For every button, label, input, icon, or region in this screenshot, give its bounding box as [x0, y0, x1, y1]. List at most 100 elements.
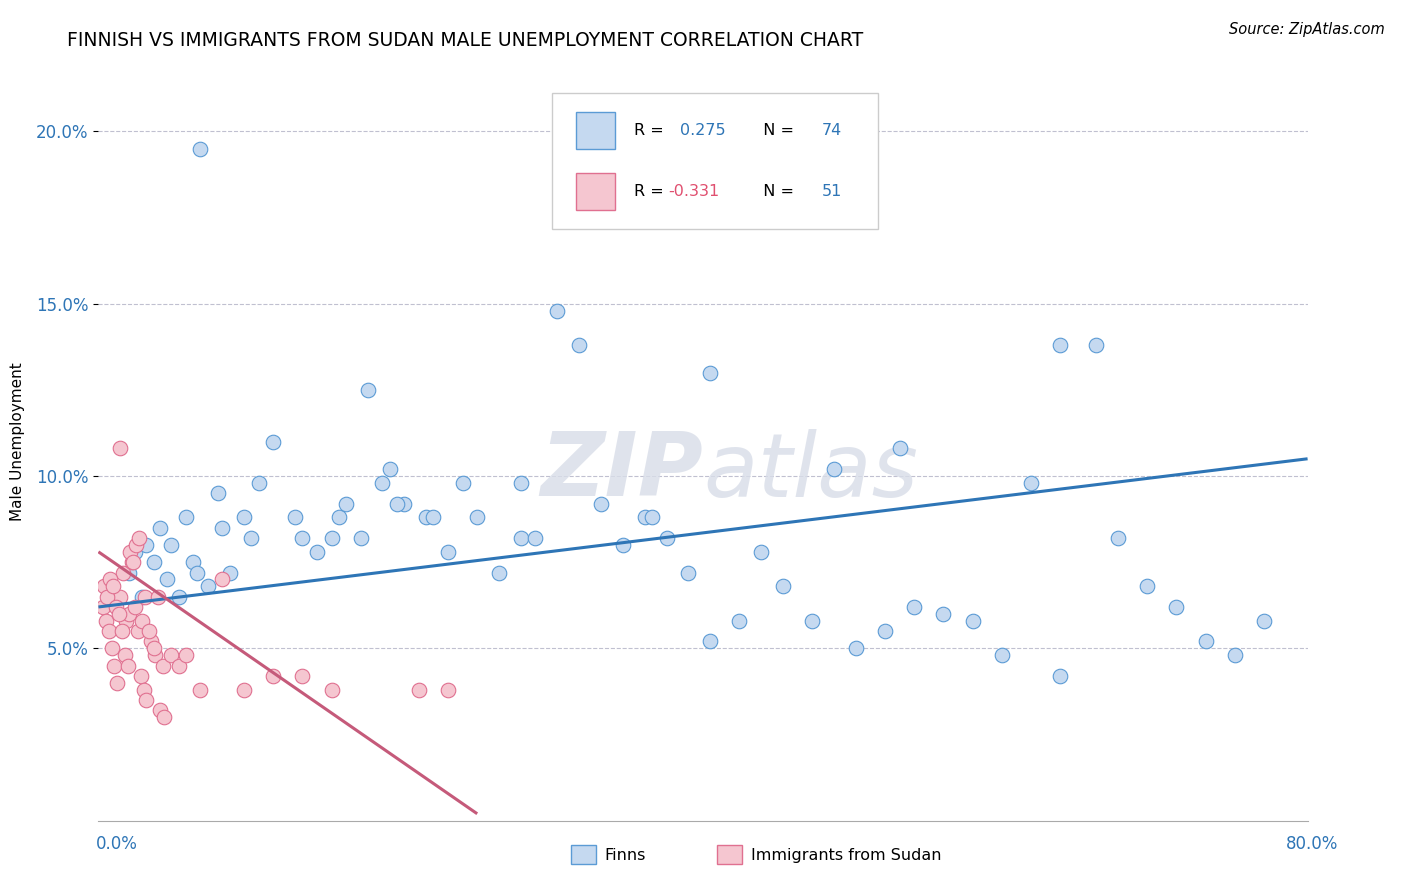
Point — [108, 607, 131, 621]
Point — [875, 624, 897, 639]
Point — [546, 303, 568, 318]
Point — [131, 590, 153, 604]
Point — [634, 510, 657, 524]
Point — [132, 682, 155, 697]
Point — [1049, 669, 1071, 683]
Point — [1049, 338, 1071, 352]
Point — [932, 607, 955, 621]
Point — [509, 531, 531, 545]
Text: 74: 74 — [821, 123, 842, 138]
Point — [98, 573, 121, 587]
Y-axis label: Male Unemployment: Male Unemployment — [10, 362, 25, 521]
Text: 51: 51 — [821, 184, 842, 199]
Point — [112, 566, 135, 580]
Point — [167, 658, 190, 673]
Point — [153, 710, 176, 724]
Point — [321, 531, 343, 545]
Text: atlas: atlas — [703, 429, 918, 515]
Point — [845, 641, 868, 656]
Text: 0.275: 0.275 — [681, 123, 725, 138]
Point — [1223, 648, 1246, 663]
Point — [97, 624, 120, 639]
Text: FINNISH VS IMMIGRANTS FROM SUDAN MALE UNEMPLOYMENT CORRELATION CHART: FINNISH VS IMMIGRANTS FROM SUDAN MALE UN… — [67, 31, 863, 50]
Text: Finns: Finns — [605, 848, 645, 863]
Point — [139, 634, 162, 648]
Point — [240, 531, 263, 545]
Point — [589, 497, 612, 511]
Point — [160, 648, 183, 663]
Point — [408, 682, 430, 697]
Point — [142, 641, 165, 656]
Point — [378, 462, 401, 476]
Point — [94, 614, 117, 628]
Point — [122, 555, 145, 569]
Point — [385, 497, 408, 511]
Point — [197, 579, 219, 593]
Point — [889, 442, 911, 456]
FancyBboxPatch shape — [551, 93, 879, 229]
Point — [124, 545, 146, 559]
Point — [121, 555, 143, 569]
Point — [143, 648, 166, 663]
Point — [328, 510, 350, 524]
Text: Source: ZipAtlas.com: Source: ZipAtlas.com — [1229, 22, 1385, 37]
Point — [422, 510, 444, 524]
Point — [1136, 579, 1159, 593]
Point — [138, 624, 160, 639]
Point — [678, 566, 700, 580]
Point — [103, 658, 125, 673]
Point — [524, 531, 547, 545]
Point — [149, 521, 172, 535]
Point — [152, 658, 174, 673]
Point — [156, 573, 179, 587]
Point — [641, 510, 664, 524]
Point — [437, 545, 460, 559]
Point — [233, 682, 256, 697]
Point — [105, 675, 128, 690]
Text: -0.331: -0.331 — [668, 184, 720, 199]
Point — [101, 579, 124, 593]
FancyBboxPatch shape — [576, 173, 614, 210]
Text: 0.0%: 0.0% — [96, 835, 138, 853]
Point — [110, 442, 132, 456]
Point — [131, 614, 153, 628]
Point — [823, 462, 845, 476]
Point — [394, 497, 416, 511]
Point — [160, 538, 183, 552]
Point — [125, 538, 148, 552]
Point — [451, 475, 474, 490]
Text: N =: N = — [752, 123, 799, 138]
Point — [962, 614, 984, 628]
Point — [120, 545, 142, 559]
Point — [772, 579, 794, 593]
Text: R =: R = — [634, 184, 669, 199]
Point — [110, 590, 132, 604]
Point — [990, 648, 1012, 663]
Point — [350, 531, 373, 545]
Point — [174, 648, 197, 663]
Point — [903, 599, 925, 614]
Point — [465, 510, 488, 524]
Point — [128, 531, 150, 545]
Text: R =: R = — [634, 123, 669, 138]
Point — [1253, 614, 1275, 628]
Point — [1166, 599, 1188, 614]
Point — [91, 599, 114, 614]
Point — [115, 614, 138, 628]
Text: ZIP: ZIP — [540, 428, 703, 516]
Point — [118, 566, 141, 580]
Point — [118, 607, 141, 621]
Point — [114, 648, 136, 663]
Point — [181, 555, 204, 569]
Point — [111, 624, 134, 639]
Point — [357, 383, 380, 397]
FancyBboxPatch shape — [576, 112, 614, 149]
Point — [146, 590, 169, 604]
Point — [233, 510, 256, 524]
Point — [262, 669, 284, 683]
Point — [1107, 531, 1129, 545]
Text: Immigrants from Sudan: Immigrants from Sudan — [751, 848, 941, 863]
Point — [149, 703, 172, 717]
Point — [1085, 338, 1108, 352]
Point — [284, 510, 307, 524]
